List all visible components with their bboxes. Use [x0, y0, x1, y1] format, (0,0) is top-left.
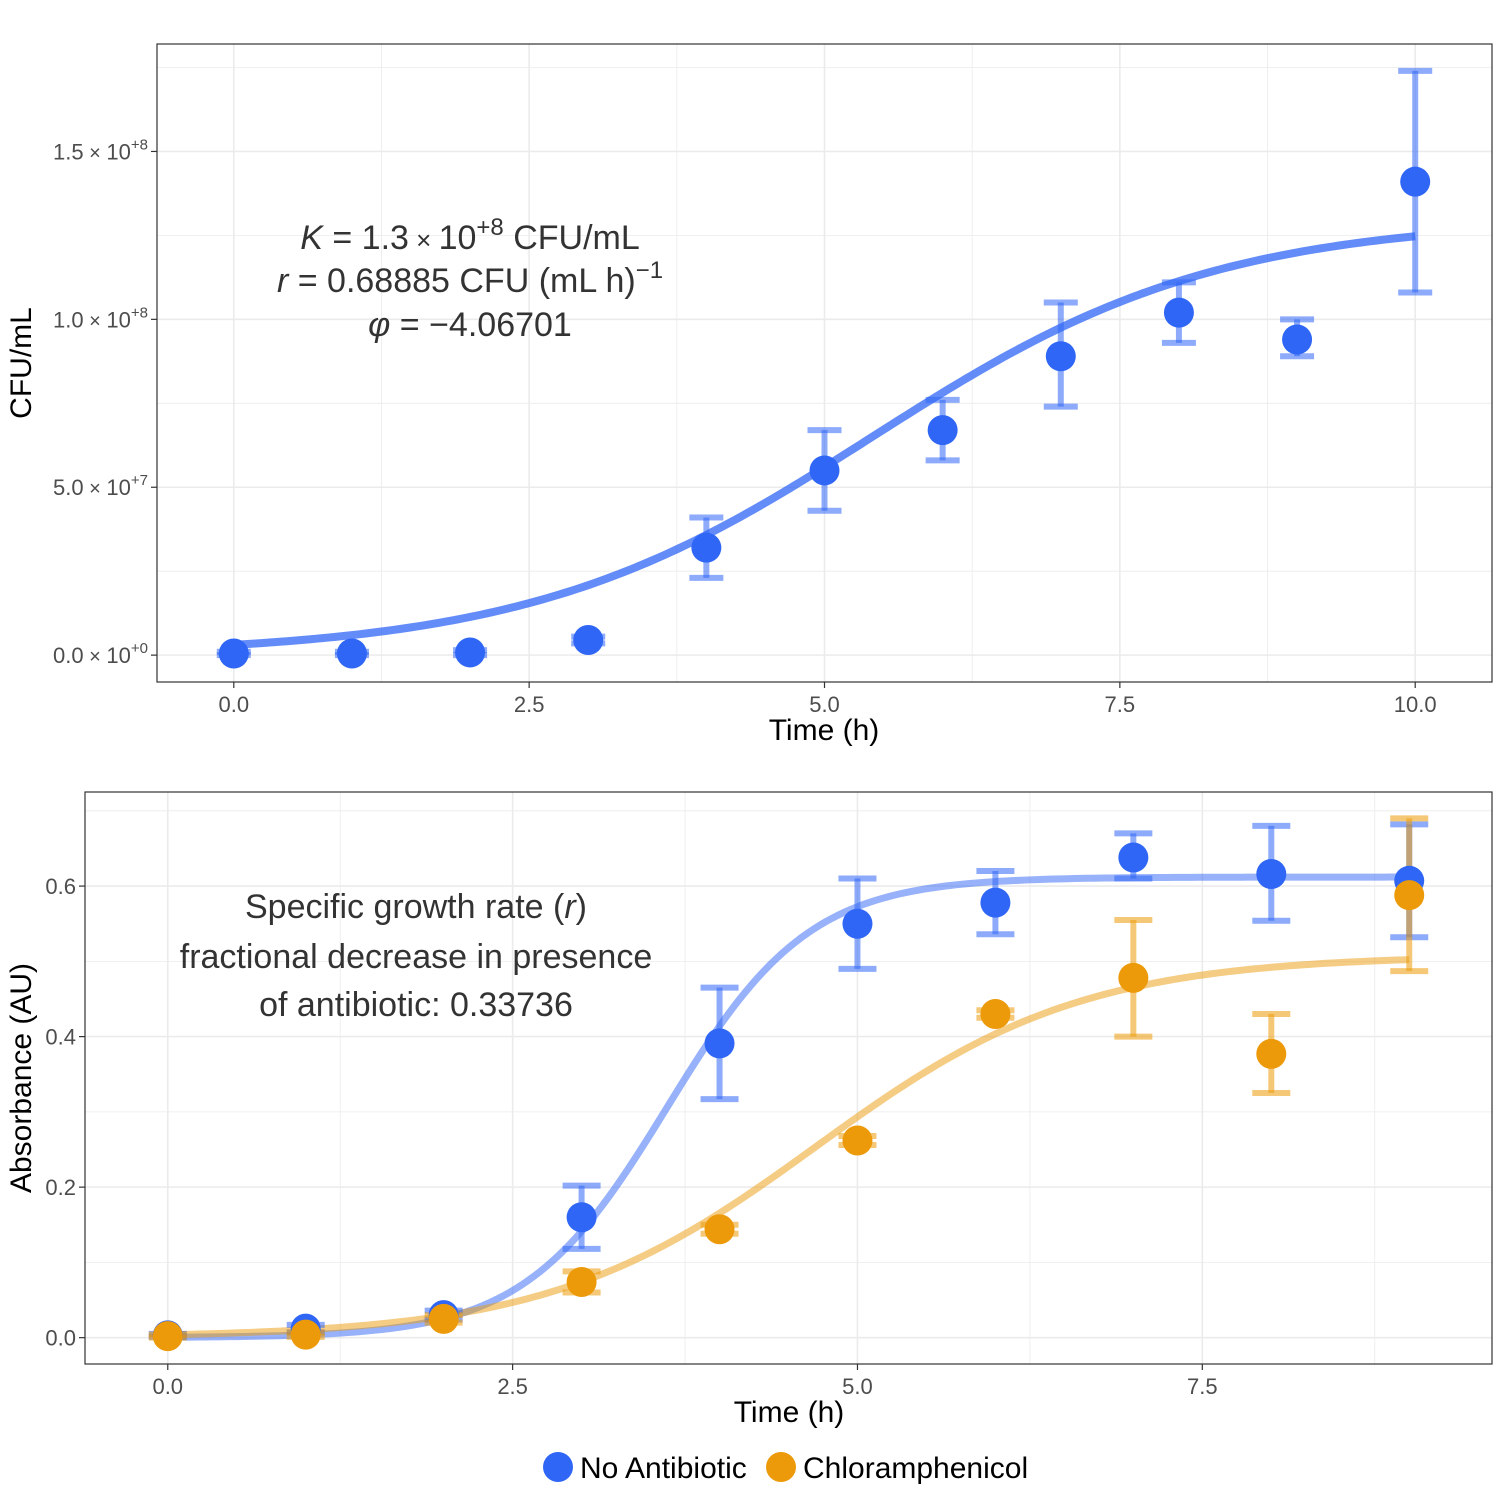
top-point-no-antibiotic: [809, 455, 840, 486]
bottom-point-chloramphenicol: [704, 1214, 735, 1245]
bottom-panel: 0.0 2.5 5.0 7.5 0.0 0.2 0.4 0.6 Time (h) Absor…: [5, 791, 1493, 1429]
top-x-ticks: 0.0 2.5 5.0 7.5 10.0: [218, 682, 1437, 717]
top-point-no-antibiotic: [218, 638, 249, 669]
top-point-no-antibiotic: [573, 625, 604, 656]
bottom-y-ticks: 0.0 0.2 0.4 0.6: [45, 874, 85, 1351]
legend-label-no-antibiotic: No Antibiotic: [580, 1452, 747, 1485]
annotation-line-3: of antibiotic: 0.33736: [259, 986, 573, 1024]
annotation-k-line: K = 1.3 × 10+8 CFU/mL: [300, 214, 640, 257]
top-x-tick-label: 5.0: [809, 692, 840, 717]
top-y-tick-label: 0.0 × 10+0: [53, 640, 148, 668]
top-point-no-antibiotic: [1163, 297, 1194, 328]
bottom-annotation: Specific growth rate (r) fractional decr…: [180, 888, 653, 1024]
bottom-point-chloramphenicol: [842, 1125, 873, 1156]
bottom-data-points: [152, 842, 1425, 1352]
top-data-points: [218, 166, 1431, 669]
bottom-x-tick-label: 7.5: [1187, 1374, 1218, 1399]
bottom-point-no-antibiotic: [704, 1028, 735, 1059]
bottom-panel-background: [85, 792, 1492, 1364]
top-point-no-antibiotic: [927, 415, 958, 446]
top-point-no-antibiotic: [1045, 341, 1076, 372]
bottom-x-tick-label: 5.0: [842, 1374, 873, 1399]
top-point-no-antibiotic: [336, 638, 367, 669]
top-y-tick-label: 5.0 × 10+7: [53, 472, 148, 500]
bottom-point-no-antibiotic: [1256, 859, 1287, 890]
top-point-no-antibiotic: [691, 532, 722, 563]
bottom-x-axis-title: Time (h): [734, 1396, 845, 1429]
bottom-y-tick-label: 0.2: [45, 1175, 76, 1200]
top-point-no-antibiotic: [455, 637, 486, 668]
bottom-point-chloramphenicol: [1118, 962, 1149, 993]
top-x-tick-label: 7.5: [1105, 692, 1136, 717]
bottom-point-chloramphenicol: [566, 1266, 597, 1297]
annotation-r-line: r = 0.68885 CFU (mL h)−1: [277, 257, 663, 300]
bottom-point-chloramphenicol: [980, 999, 1011, 1030]
bottom-point-chloramphenicol: [152, 1321, 183, 1352]
bottom-y-tick-label: 0.4: [45, 1025, 76, 1050]
top-y-tick-label: 1.0 × 10+8: [53, 304, 148, 332]
bottom-x-ticks: 0.0 2.5 5.0 7.5: [152, 1364, 1218, 1399]
legend-key-chloramphenicol: [766, 1452, 796, 1482]
top-point-no-antibiotic: [1400, 166, 1431, 197]
top-annotation: K = 1.3 × 10+8 CFU/mL r = 0.68885 CFU (m…: [277, 214, 663, 344]
top-x-axis-title: Time (h): [769, 714, 880, 747]
legend-label-chloramphenicol: Chloramphenicol: [803, 1452, 1028, 1485]
top-y-ticks: 0.0 × 10+0 5.0 × 10+7 1.0 × 10+8 1.5 × 10+8: [53, 136, 157, 668]
annotation-line-2: fractional decrease in presence: [180, 938, 653, 976]
annotation-phi-line: φ = −4.06701: [368, 306, 572, 344]
bottom-panel-border: [84, 791, 1493, 1365]
top-panel: 0.0 2.5 5.0 7.5 10.0 0.0 × 10+0 5.0 × 10+7 1.0…: [5, 43, 1493, 747]
top-x-tick-label: 0.0: [218, 692, 249, 717]
legend-key-no-antibiotic: [543, 1452, 573, 1482]
bottom-x-tick-label: 2.5: [497, 1374, 528, 1399]
top-x-tick-label: 10.0: [1394, 692, 1437, 717]
bottom-fit-curve-chloramphenicol: [167, 956, 1410, 1339]
top-x-tick-label: 2.5: [514, 692, 545, 717]
bottom-point-no-antibiotic: [566, 1202, 597, 1233]
bottom-point-chloramphenicol: [428, 1303, 459, 1334]
annotation-line-1: Specific growth rate (r): [245, 888, 587, 926]
top-y-axis-title: CFU/mL: [5, 307, 38, 419]
bottom-y-axis-title: Absorbance (AU): [5, 963, 38, 1193]
bottom-point-no-antibiotic: [1118, 842, 1149, 873]
bottom-fit-curve-no-antibiotic: [167, 873, 1410, 1341]
bottom-x-tick-label: 0.0: [152, 1374, 183, 1399]
bottom-point-chloramphenicol: [1394, 880, 1425, 911]
bottom-y-tick-label: 0.0: [45, 1326, 76, 1351]
top-point-no-antibiotic: [1282, 324, 1313, 355]
bottom-y-tick-label: 0.6: [45, 874, 76, 899]
bottom-point-chloramphenicol: [290, 1319, 321, 1350]
bottom-fit-curves: [167, 873, 1410, 1341]
legend: No Antibiotic Chloramphenicol: [543, 1452, 1028, 1485]
bottom-point-no-antibiotic: [980, 887, 1011, 918]
bottom-point-chloramphenicol: [1256, 1038, 1287, 1069]
bottom-point-no-antibiotic: [842, 908, 873, 939]
top-y-tick-label: 1.5 × 10+8: [53, 136, 148, 164]
